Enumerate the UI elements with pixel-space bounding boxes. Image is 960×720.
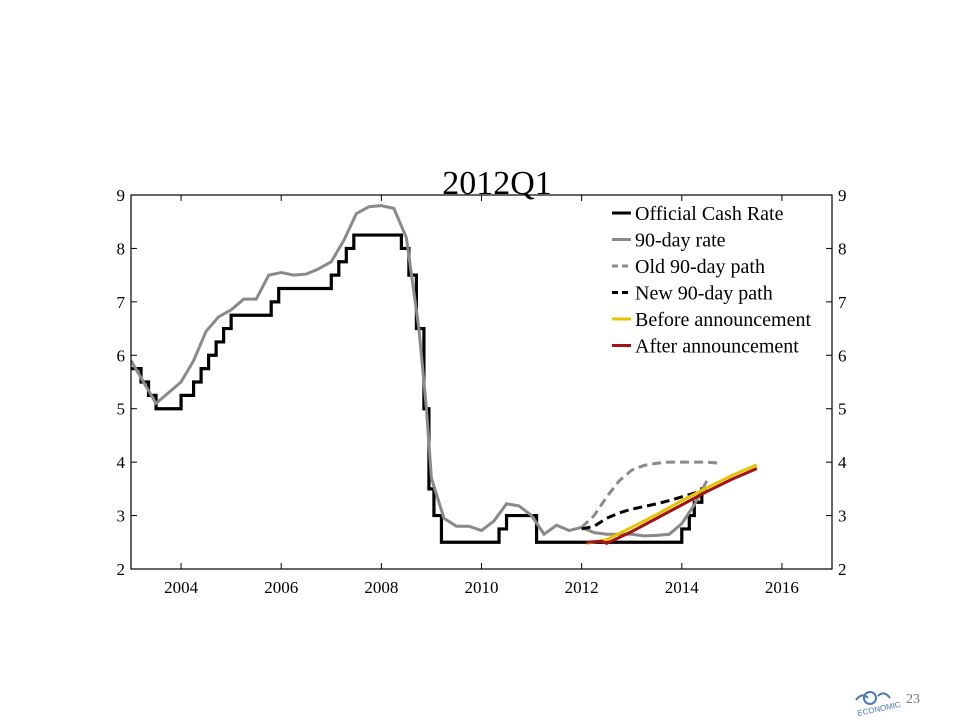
series-after-announcement (586, 467, 758, 545)
y-tick-label-right-2: 2 (838, 560, 847, 579)
y-tick-label-left-5: 5 (117, 400, 126, 419)
x-tick-label-2008: 2008 (364, 578, 398, 597)
y-tick-label-right-4: 4 (838, 453, 847, 472)
series-official-cash-rate (131, 233, 707, 544)
x-tick-label-2012: 2012 (565, 578, 599, 597)
y-tick-label-left-9: 9 (117, 186, 126, 205)
legend-label-new-90-day-path: New 90-day path (635, 283, 773, 305)
chart-title: 2012Q1 (442, 165, 552, 202)
y-tick-label-left-7: 7 (117, 293, 126, 312)
legend-label-old-90-day-path: Old 90-day path (635, 256, 765, 278)
x-tick-label-2006: 2006 (264, 578, 298, 597)
y-tick-label-right-6: 6 (838, 346, 847, 365)
y-tick-label-left-8: 8 (117, 239, 126, 258)
legend-label-90-day-rate: 90-day rate (635, 230, 726, 252)
x-tick-label-2014: 2014 (665, 578, 700, 597)
y-tick-label-left-2: 2 (117, 560, 126, 579)
y-tick-label-right-7: 7 (838, 293, 847, 312)
page-number: 23 (906, 692, 920, 707)
y-tick-label-left-4: 4 (117, 453, 126, 472)
y-tick-label-left-3: 3 (117, 507, 126, 526)
series-before-announcement (586, 463, 758, 545)
series-new-90-day-path (581, 490, 703, 531)
y-tick-label-left-6: 6 (117, 346, 126, 365)
y-tick-label-right-9: 9 (838, 186, 847, 205)
series-layer (129, 204, 758, 545)
legend: Official Cash Rate 90-day rate Old 90-day … (612, 203, 811, 358)
svg-text:ECONOMIC: ECONOMIC (857, 700, 902, 718)
institution-logo: ECONOMIC (855, 691, 902, 718)
y-tick-label-right-8: 8 (838, 239, 847, 258)
x-tick-label-2010: 2010 (465, 578, 499, 597)
legend-label-after-announcement: After announcement (635, 336, 799, 358)
y-tick-label-right-3: 3 (838, 507, 847, 526)
plot-frame (130, 194, 833, 570)
series-old-90-day-path (580, 460, 720, 529)
series-90-day-rate (129, 204, 709, 538)
x-tick-label-2016: 2016 (765, 578, 799, 597)
legend-label-official-cash-rate: Official Cash Rate (635, 203, 784, 225)
y-tick-label-right-5: 5 (838, 400, 847, 419)
axis-layer: 2004 2006 2008 2010 2012 2014 2016 2 2 3 3 4 4 5 5 6 6 7 7… (117, 186, 848, 597)
legend-label-before-announcement: Before announcement (635, 309, 811, 331)
x-tick-label-2004: 2004 (164, 578, 199, 597)
